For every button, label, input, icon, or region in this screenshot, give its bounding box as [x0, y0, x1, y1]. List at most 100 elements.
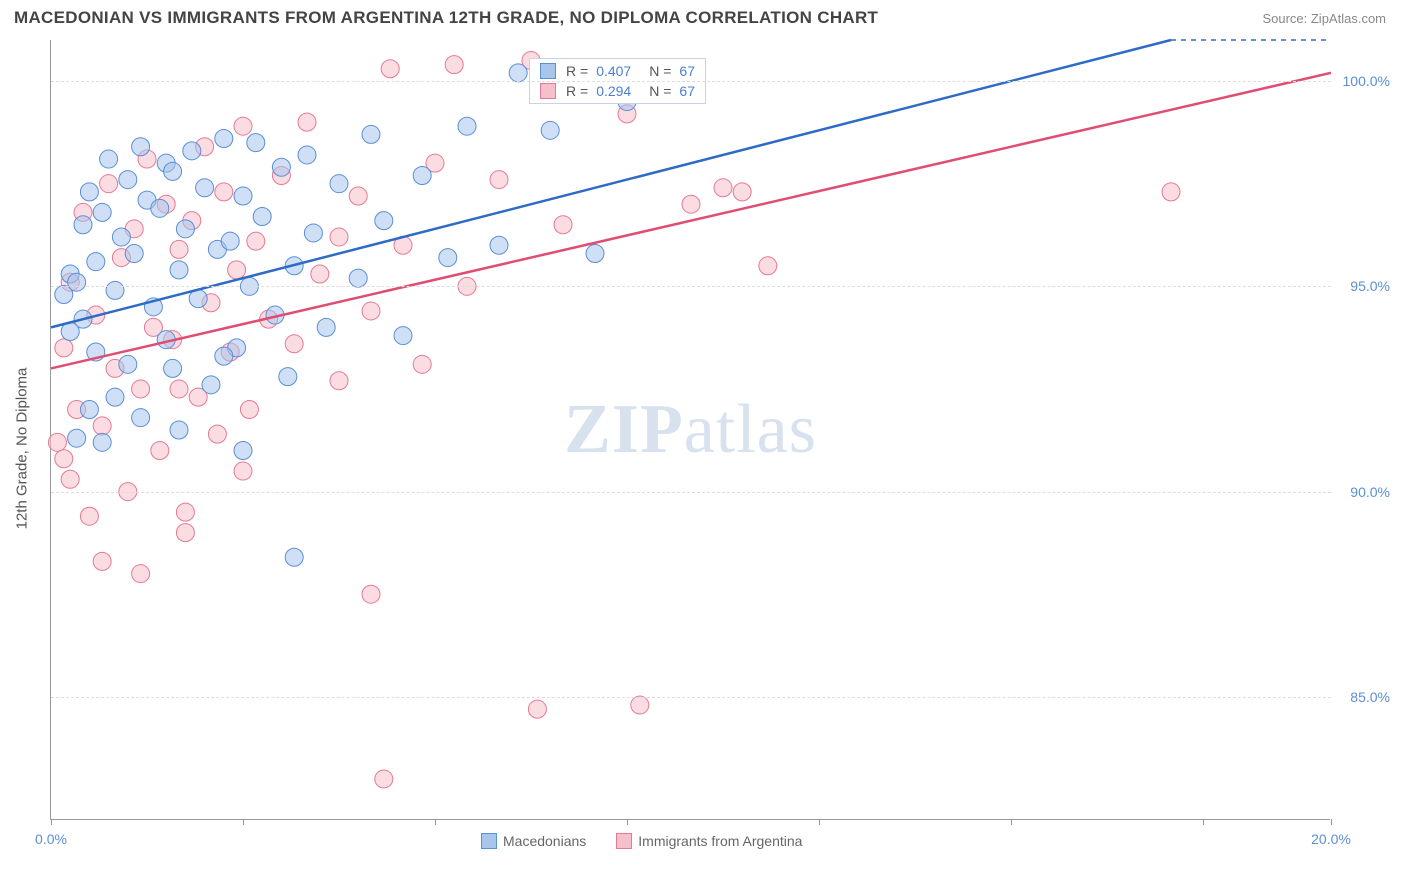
scatter-point	[234, 442, 252, 460]
scatter-point	[528, 700, 546, 718]
scatter-point	[375, 770, 393, 788]
scatter-point	[87, 253, 105, 271]
scatter-point	[285, 548, 303, 566]
scatter-point	[413, 355, 431, 373]
scatter-point	[61, 470, 79, 488]
scatter-point	[93, 417, 111, 435]
scatter-point	[80, 183, 98, 201]
scatter-point	[586, 244, 604, 262]
scatter-point	[176, 220, 194, 238]
scatter-point	[68, 429, 86, 447]
y-tick-label: 95.0%	[1350, 278, 1390, 294]
scatter-point	[221, 232, 239, 250]
scatter-point	[362, 585, 380, 603]
x-tick	[243, 819, 244, 825]
y-tick-label: 85.0%	[1350, 689, 1390, 705]
scatter-point	[298, 146, 316, 164]
legend-square-0	[540, 63, 556, 79]
scatter-point	[80, 400, 98, 418]
scatter-point	[1162, 183, 1180, 201]
scatter-point	[279, 368, 297, 386]
x-tick	[1203, 819, 1204, 825]
scatter-point	[119, 355, 137, 373]
gridline-h	[51, 81, 1331, 82]
y-tick-label: 100.0%	[1343, 73, 1390, 89]
x-tick	[1011, 819, 1012, 825]
scatter-point	[106, 388, 124, 406]
scatter-point	[330, 228, 348, 246]
scatter-point	[132, 565, 150, 583]
scatter-point	[183, 142, 201, 160]
scatter-point	[349, 187, 367, 205]
scatter-point	[196, 179, 214, 197]
x-tick	[1331, 819, 1332, 825]
legend-bottom-square-0	[481, 833, 497, 849]
scatter-point	[349, 269, 367, 287]
scatter-point	[93, 433, 111, 451]
scatter-point	[247, 232, 265, 250]
scatter-point	[151, 442, 169, 460]
scatter-point	[55, 450, 73, 468]
scatter-point	[234, 117, 252, 135]
scatter-point	[240, 400, 258, 418]
scatter-point	[132, 380, 150, 398]
legend-item-0: Macedonians	[481, 833, 586, 849]
scatter-point	[234, 462, 252, 480]
scatter-point	[176, 524, 194, 542]
scatter-point	[132, 409, 150, 427]
chart-source: Source: ZipAtlas.com	[1262, 11, 1386, 26]
scatter-point	[112, 228, 130, 246]
scatter-point	[202, 376, 220, 394]
x-tick	[819, 819, 820, 825]
scatter-point	[253, 208, 271, 226]
scatter-point	[362, 302, 380, 320]
scatter-point	[176, 503, 194, 521]
scatter-point	[164, 162, 182, 180]
scatter-point	[394, 327, 412, 345]
scatter-point	[381, 60, 399, 78]
scatter-point	[733, 183, 751, 201]
scatter-point	[170, 240, 188, 258]
scatter-point	[119, 171, 137, 189]
scatter-point	[285, 335, 303, 353]
x-tick-label: 20.0%	[1311, 831, 1351, 847]
scatter-point	[93, 203, 111, 221]
x-tick-label: 0.0%	[35, 831, 67, 847]
chart-title: MACEDONIAN VS IMMIGRANTS FROM ARGENTINA …	[14, 8, 878, 28]
y-axis-label: 12th Grade, No Diploma	[14, 368, 31, 530]
plot-area: ZIPatlas R = 0.407 N = 67 R = 0.294 N = …	[50, 40, 1330, 820]
y-tick-label: 90.0%	[1350, 484, 1390, 500]
scatter-point	[714, 179, 732, 197]
scatter-point	[413, 166, 431, 184]
scatter-point	[228, 261, 246, 279]
scatter-point	[272, 158, 290, 176]
gridline-h	[51, 286, 1331, 287]
scatter-point	[445, 56, 463, 74]
scatter-point	[170, 421, 188, 439]
legend-label-0: Macedonians	[503, 833, 586, 849]
legend-square-1	[540, 83, 556, 99]
scatter-point	[100, 175, 118, 193]
legend-item-1: Immigrants from Argentina	[616, 833, 802, 849]
scatter-point	[48, 433, 66, 451]
scatter-point	[68, 273, 86, 291]
scatter-point	[170, 261, 188, 279]
legend-label-1: Immigrants from Argentina	[638, 833, 802, 849]
scatter-point	[215, 347, 233, 365]
legend-bottom-square-1	[616, 833, 632, 849]
chart-header: MACEDONIAN VS IMMIGRANTS FROM ARGENTINA …	[0, 0, 1406, 36]
gridline-h	[51, 697, 1331, 698]
scatter-point	[106, 281, 124, 299]
scatter-point	[509, 64, 527, 82]
gridline-h	[51, 492, 1331, 493]
scatter-point	[151, 199, 169, 217]
scatter-point	[554, 216, 572, 234]
scatter-point	[125, 244, 143, 262]
scatter-point	[458, 117, 476, 135]
scatter-point	[80, 507, 98, 525]
correlation-row-1: R = 0.294 N = 67	[530, 81, 705, 101]
scatter-point	[631, 696, 649, 714]
scatter-point	[375, 212, 393, 230]
scatter-point	[164, 359, 182, 377]
scatter-point	[55, 339, 73, 357]
